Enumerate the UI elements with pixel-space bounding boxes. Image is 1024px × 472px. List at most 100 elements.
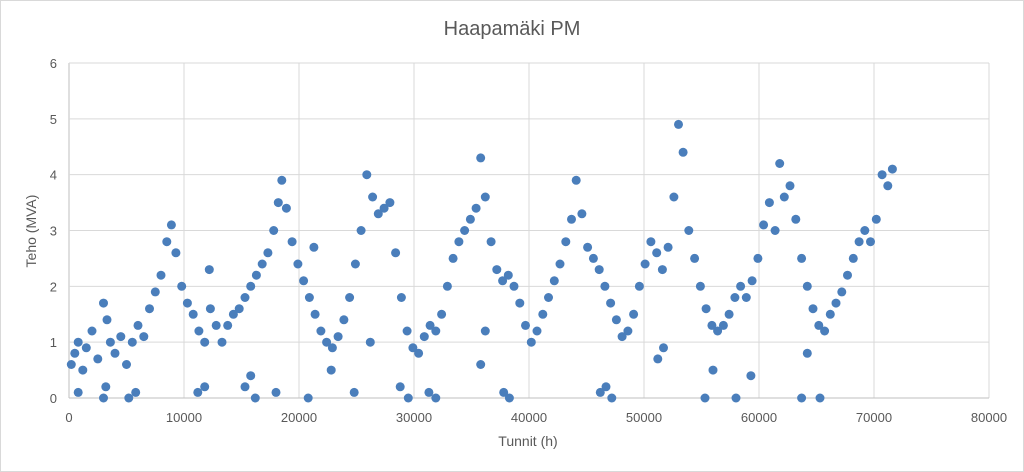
data-point: [791, 214, 801, 224]
y-tick-label: 0: [50, 391, 57, 406]
data-point: [368, 192, 378, 202]
data-point: [246, 281, 256, 291]
data-point-outlier: [607, 393, 617, 403]
data-point: [623, 326, 633, 336]
data-point: [66, 360, 76, 369]
data-point: [690, 253, 700, 263]
y-tick-label: 6: [50, 56, 57, 71]
data-point: [808, 304, 818, 314]
data-point-outlier: [504, 393, 514, 403]
data-point: [652, 248, 662, 258]
data-point: [293, 259, 303, 269]
data-point: [70, 348, 80, 358]
data-point: [480, 192, 490, 202]
data-point: [887, 164, 897, 174]
data-point-outlier: [271, 387, 281, 397]
data-point: [640, 259, 650, 269]
data-point-outlier: [326, 365, 336, 375]
data-point-outlier: [124, 393, 134, 403]
data-point: [577, 209, 587, 219]
data-point: [567, 214, 576, 224]
data-point: [476, 153, 486, 163]
data-point: [431, 326, 441, 336]
data-point-outlier: [659, 343, 668, 353]
data-point: [747, 276, 757, 286]
data-point: [820, 326, 830, 336]
data-point-outlier: [309, 242, 319, 252]
data-point: [102, 315, 112, 325]
data-point: [287, 237, 297, 247]
data-point: [713, 326, 723, 336]
data-point: [228, 309, 238, 319]
data-point: [606, 298, 616, 308]
y-axis-label: Teho (MVA): [23, 195, 39, 268]
x-tick-label: 50000: [626, 410, 662, 425]
data-point: [532, 326, 542, 336]
data-point: [156, 270, 166, 280]
data-point: [217, 337, 227, 347]
data-point-outlier: [700, 393, 710, 403]
data-point-outlier: [246, 371, 256, 381]
data-point: [503, 270, 513, 280]
data-point: [741, 293, 751, 302]
data-point: [848, 253, 858, 263]
y-tick-label: 4: [50, 168, 57, 183]
data-point: [515, 298, 525, 308]
data-point-outlier: [595, 387, 605, 397]
data-point: [775, 159, 785, 168]
x-axis-label: Tunnit (h): [498, 433, 557, 449]
data-point: [182, 298, 192, 308]
data-point: [871, 214, 881, 224]
data-point: [310, 309, 320, 319]
data-points: [66, 119, 897, 403]
data-point: [194, 326, 204, 336]
data-point-outlier: [431, 393, 441, 403]
data-point: [327, 343, 337, 353]
data-point: [454, 237, 464, 247]
data-point-outlier: [349, 387, 359, 397]
x-tick-label: 20000: [281, 410, 317, 425]
data-point: [81, 343, 91, 353]
y-tick-label: 3: [50, 224, 57, 239]
data-point: [526, 337, 536, 347]
data-point: [211, 320, 221, 330]
x-tick-label: 80000: [971, 410, 1007, 425]
data-point: [166, 220, 176, 230]
data-point: [257, 259, 267, 269]
data-point: [419, 332, 429, 342]
y-tick-label: 5: [50, 112, 57, 127]
data-point: [105, 337, 115, 347]
data-point: [437, 309, 447, 319]
data-point: [448, 253, 458, 263]
data-point: [831, 298, 841, 308]
data-point: [802, 281, 812, 291]
data-point: [133, 320, 143, 330]
data-point: [730, 293, 740, 302]
data-point-outlier: [797, 393, 807, 403]
data-point-outlier: [395, 382, 405, 392]
data-point: [549, 276, 559, 286]
x-tick-label: 60000: [741, 410, 777, 425]
data-point: [521, 320, 530, 330]
data-point: [588, 253, 598, 263]
x-tick-label: 0: [65, 410, 72, 425]
data-point: [177, 281, 187, 291]
data-point: [188, 309, 198, 319]
data-point: [345, 293, 355, 302]
data-point: [860, 226, 870, 235]
data-point: [583, 242, 593, 252]
data-point: [425, 320, 435, 330]
data-point: [561, 237, 571, 247]
data-point-outlier: [815, 393, 825, 403]
data-point: [223, 320, 233, 330]
data-point: [707, 320, 717, 330]
data-point: [571, 175, 581, 185]
data-point: [695, 281, 705, 291]
data-point: [316, 326, 326, 336]
data-point: [866, 237, 875, 247]
x-tick-label: 40000: [511, 410, 547, 425]
data-point: [234, 304, 244, 314]
data-point: [611, 315, 621, 325]
